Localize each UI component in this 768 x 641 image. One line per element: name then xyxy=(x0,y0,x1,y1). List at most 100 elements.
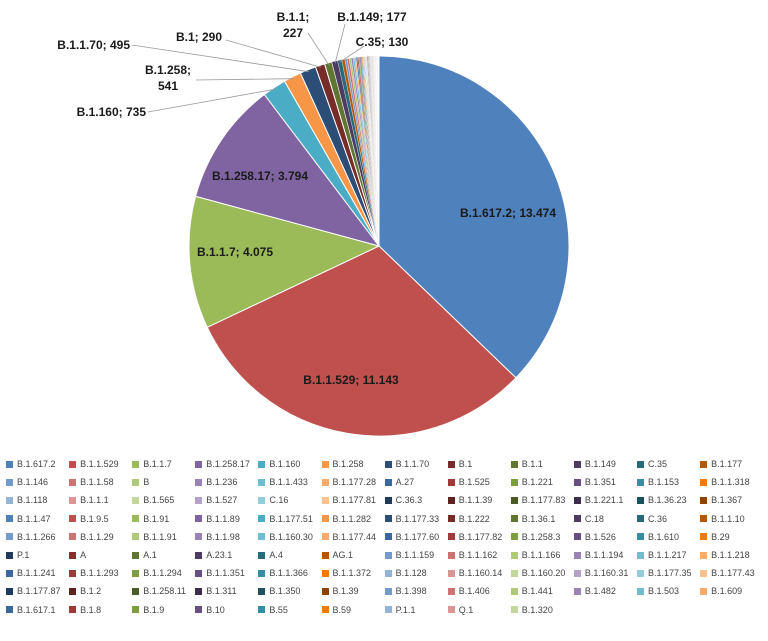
legend-label: B.1.177.81 xyxy=(332,495,377,506)
legend-item: B.1.482 xyxy=(573,583,616,599)
legend-label: B.1.1.47 xyxy=(17,513,51,524)
legend-swatch xyxy=(637,496,644,504)
legend-item: B.1.146 xyxy=(6,474,48,490)
legend-swatch xyxy=(6,587,13,595)
legend-item: B.1.221.1 xyxy=(573,492,624,508)
legend-item: B.10 xyxy=(195,602,225,618)
legend-label: B.1.9.5 xyxy=(80,513,109,524)
leader-line xyxy=(339,45,365,63)
legend-item: B.1.177.33 xyxy=(384,511,440,527)
legend-label: B.1.1.29 xyxy=(80,531,114,542)
legend-swatch xyxy=(510,496,518,504)
legend-label: B.1.9 xyxy=(143,604,165,615)
legend-item: B.1.367 xyxy=(700,492,742,508)
legend-item: C.36.3 xyxy=(384,492,422,508)
legend-label: B.1.1.217 xyxy=(648,550,687,560)
legend-swatch xyxy=(195,569,203,577)
legend-label: B.1.160.30 xyxy=(269,531,313,542)
legend-item: B.1.36.1 xyxy=(510,511,555,527)
legend-item: B.1.526 xyxy=(573,529,616,545)
pie-slice-b-1-1-7 xyxy=(188,195,381,328)
data-label: C.35; 130 xyxy=(356,35,409,49)
legend-label: B.1.1.70 xyxy=(395,459,430,469)
legend-label: B.1.565 xyxy=(143,495,175,506)
legend-item: B.1.320 xyxy=(510,602,553,618)
legend-label: B.1.177.43 xyxy=(711,568,755,579)
legend-swatch xyxy=(321,478,329,486)
legend-label: B.1.118 xyxy=(17,495,48,506)
legend-label: B.1.177.33 xyxy=(395,513,440,524)
legend-swatch xyxy=(132,515,140,523)
legend-swatch xyxy=(447,496,455,504)
data-label: B.1.160; 735 xyxy=(77,105,147,119)
legend-swatch xyxy=(69,587,77,595)
legend-item: B.1.617.2 xyxy=(6,456,56,472)
legend-swatch xyxy=(195,496,203,504)
data-label: B.1.617.2; 13.474 xyxy=(460,206,556,220)
legend-item: B.59 xyxy=(321,602,351,618)
legend-swatch xyxy=(447,460,455,468)
legend-item: B.1.1.351 xyxy=(195,565,245,581)
legend-swatch xyxy=(6,569,13,577)
legend-item: B.1.177.60 xyxy=(384,529,439,545)
legend-label: B.1.221.1 xyxy=(584,495,624,506)
legend-label: B.1 xyxy=(458,459,473,469)
legend-item: B.1.1.29 xyxy=(69,529,114,545)
legend-label: B.1.1.529 xyxy=(80,459,119,469)
legend-swatch xyxy=(573,569,581,577)
pie-slice-b-1-258-17 xyxy=(195,93,381,247)
legend-label: C.36 xyxy=(648,513,668,524)
legend-item: B.1.1 xyxy=(510,456,543,472)
legend-item: B.1.1.7 xyxy=(132,456,172,472)
legend-label: B.1.1.266 xyxy=(17,531,56,542)
legend-item: B.1.1.89 xyxy=(195,511,240,527)
legend-label: B.1.258.3 xyxy=(521,531,561,542)
legend-label: B.1.177.51 xyxy=(269,513,313,524)
legend-swatch xyxy=(321,496,329,504)
legend-item: B.1.39 xyxy=(321,583,359,599)
legend-item: B.1.1.241 xyxy=(6,565,56,581)
legend-item: B.1.1.282 xyxy=(321,511,372,527)
legend-item: C.18 xyxy=(573,511,604,527)
legend-item: B.1.221 xyxy=(510,474,553,490)
legend-swatch xyxy=(132,569,140,577)
legend-swatch xyxy=(321,551,329,559)
legend-label: B.1.1 xyxy=(521,459,543,469)
legend-item: B.1.8 xyxy=(69,602,101,618)
legend-item: B.1.1.166 xyxy=(510,547,560,563)
legend-item: B.1.311 xyxy=(195,583,237,599)
legend-item: B.1.1.294 xyxy=(132,565,182,581)
legend-item: A.4 xyxy=(258,547,283,563)
legend-item: B.1.406 xyxy=(447,583,490,599)
legend-label: B.1.1.433 xyxy=(269,477,308,488)
pie-slice-b-1-617-2 xyxy=(378,55,570,379)
legend-swatch xyxy=(69,569,77,577)
legend-swatch xyxy=(700,515,708,523)
legend-item: B.1.91 xyxy=(132,511,169,527)
legend-swatch xyxy=(69,478,77,486)
legend-label: B.1.146 xyxy=(17,477,49,488)
legend-label: B.1.8 xyxy=(80,604,102,615)
legend-label: B.1.406 xyxy=(458,586,490,597)
legend-swatch xyxy=(447,569,455,577)
leader-lines xyxy=(131,23,365,113)
legend-swatch xyxy=(132,496,140,504)
legend-item: AG.1 xyxy=(321,547,353,563)
legend-swatch xyxy=(195,606,203,614)
legend-swatch xyxy=(700,496,708,504)
legend-item: B.1.609 xyxy=(700,583,742,599)
legend-label: B.1.1.10 xyxy=(711,513,745,524)
legend-label: B.1.1.162 xyxy=(458,550,498,560)
legend-swatch xyxy=(69,551,77,559)
legend-label: A xyxy=(80,550,87,560)
legend-label: B.1.351 xyxy=(584,477,616,488)
legend-swatch xyxy=(510,478,518,486)
legend-swatch xyxy=(384,606,392,614)
legend-swatch xyxy=(510,606,518,614)
legend-label: B.1.503 xyxy=(648,586,680,597)
legend-swatch xyxy=(321,515,329,523)
chart-legend: B.1.617.2 B.1.1.529 B.1.1.7 B.1.258.17 B.1.1… xyxy=(6,456,764,638)
legend-label: B.1.1.282 xyxy=(332,513,372,524)
legend-swatch xyxy=(258,569,266,577)
legend-swatch xyxy=(321,533,329,541)
